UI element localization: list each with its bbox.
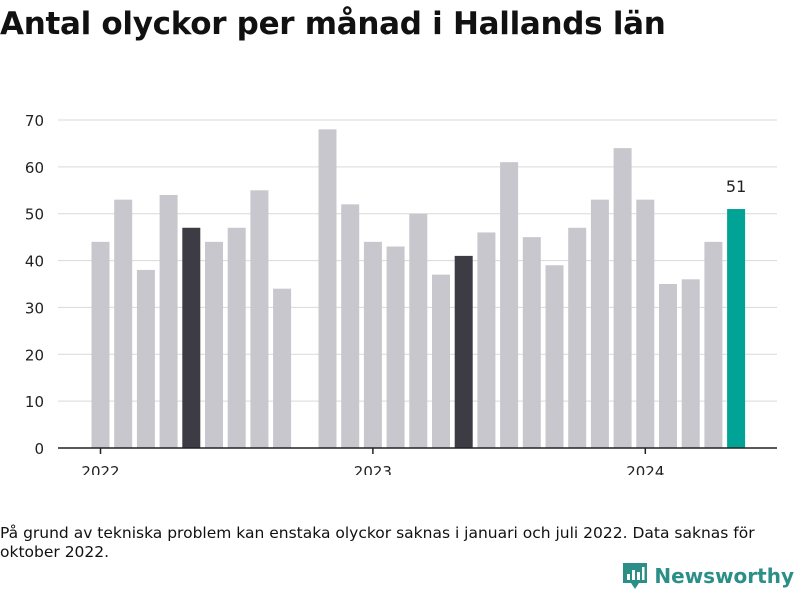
bar-2022-06 — [205, 241, 223, 448]
bar-2024-05 — [727, 209, 746, 448]
bar-2024-04 — [704, 241, 723, 448]
bar-2023-10 — [568, 227, 587, 448]
bar-2022-03 — [136, 269, 155, 448]
bar-2023-09 — [545, 265, 564, 448]
y-axis-ticks: 0 10 20 30 40 50 60 70 — [25, 112, 44, 458]
bar-2023-02 — [386, 246, 405, 448]
y-tick-label: 30 — [25, 299, 44, 317]
bar-2022-07 — [227, 227, 246, 448]
x-tick-label: 2022 — [81, 463, 119, 475]
chart-title: Antal olyckor per månad i Hallands län — [0, 6, 666, 42]
bar-2022-04 — [159, 194, 178, 448]
x-axis-ticks: 2022 2023 2024 — [81, 448, 664, 475]
data-label: 51 — [726, 177, 746, 196]
brand-name: Newsworthy — [654, 564, 794, 588]
bar-2023-05 — [454, 255, 473, 448]
bar-2024-01 — [636, 199, 655, 448]
bar-2022-08 — [250, 190, 269, 448]
bar-2022-11 — [318, 129, 337, 448]
bars — [91, 129, 746, 448]
bar-2024-02 — [659, 284, 677, 448]
bar-2023-07 — [500, 162, 519, 448]
bar-2023-04 — [432, 274, 450, 448]
bar-2023-12 — [613, 148, 632, 448]
bar-2022-02 — [114, 199, 133, 448]
bar-2024-03 — [681, 279, 700, 448]
x-tick-label: 2024 — [626, 463, 664, 475]
newsworthy-logo-icon — [623, 563, 648, 589]
bar-2022-09 — [273, 288, 292, 448]
y-tick-label: 20 — [25, 346, 44, 364]
y-tick-label: 60 — [25, 159, 44, 177]
annotations: 51 — [726, 177, 746, 196]
bar-chart: 0 10 20 30 40 50 60 70 51 2022 2023 2024 — [25, 112, 777, 475]
y-tick-label: 70 — [25, 112, 44, 130]
bar-2023-11 — [590, 199, 609, 448]
y-tick-label: 0 — [34, 440, 44, 458]
brand-logo[interactable]: Newsworthy — [622, 562, 794, 590]
footnote: På grund av tekniska problem kan enstaka… — [0, 524, 755, 561]
y-tick-label: 50 — [25, 206, 44, 224]
bar-2022-05 — [182, 227, 201, 448]
y-tick-label: 10 — [25, 393, 44, 411]
bar-2022-12 — [341, 204, 360, 448]
bar-2023-08 — [522, 237, 541, 448]
bar-2022-01 — [91, 241, 110, 448]
bar-2023-06 — [477, 232, 496, 448]
bar-2023-01 — [363, 241, 382, 448]
y-tick-label: 40 — [25, 253, 44, 271]
x-tick-label: 2023 — [354, 463, 392, 475]
bar-2023-03 — [409, 213, 428, 448]
